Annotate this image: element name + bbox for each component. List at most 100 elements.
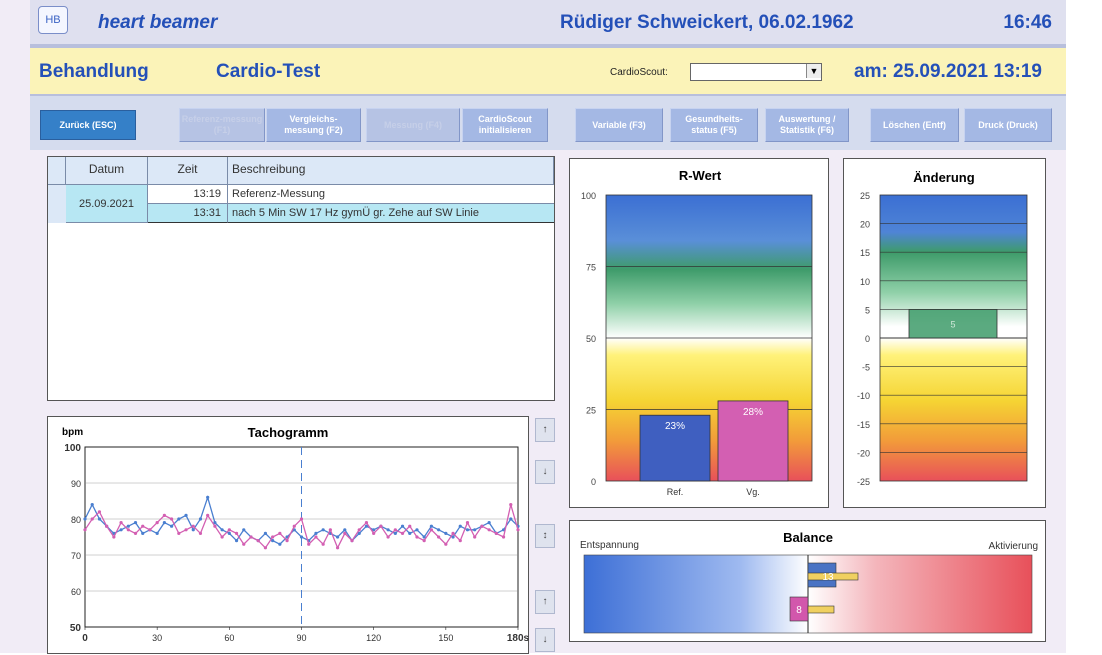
tachogram-data-point bbox=[249, 535, 253, 539]
tachogram-data-point bbox=[242, 528, 246, 532]
tachogram-xtick-label: 0 bbox=[82, 633, 88, 644]
tachogram-data-point bbox=[509, 503, 513, 507]
balance-scroll-up-button[interactable]: ↑ bbox=[535, 590, 555, 614]
tachogram-data-point bbox=[429, 524, 433, 528]
tachogram-data-point bbox=[191, 528, 195, 532]
balance-data-label: 13 bbox=[822, 572, 834, 583]
tachogram-data-point bbox=[299, 517, 304, 521]
column-header-date: Datum bbox=[66, 157, 148, 185]
tachogram-data-point bbox=[213, 524, 217, 528]
evaluation-statistics-button[interactable]: Auswertung / Statistik (F6) bbox=[765, 108, 849, 142]
tachogram-data-point bbox=[133, 521, 138, 525]
r-value-bar bbox=[717, 400, 789, 482]
tachogram-data-point bbox=[400, 524, 405, 528]
balance-companion-bar bbox=[807, 572, 859, 581]
tachogram-xtick-label: 60 bbox=[224, 633, 234, 643]
r-value-data-label: 28% bbox=[743, 407, 763, 418]
toolbar: Zurück (ESC) Referenz-messung (F1) Vergl… bbox=[30, 96, 1066, 150]
tachogram-data-point bbox=[220, 535, 224, 539]
tachogram-data-point bbox=[458, 539, 462, 543]
r-value-data-label: 23% bbox=[665, 421, 685, 432]
section-title: Behandlung bbox=[39, 61, 149, 82]
reference-measurement-button[interactable]: Referenz-messung (F1) bbox=[179, 108, 265, 142]
tachogram-chart: bpm Tachogramm 50 60 70 80 90 100 0 30 60 90 120 15… bbox=[62, 425, 530, 644]
tachogram-data-point bbox=[465, 528, 470, 532]
tachogram-data-point bbox=[516, 528, 520, 532]
change-ytick-label: -5 bbox=[862, 363, 870, 373]
tachogram-data-point bbox=[206, 513, 210, 517]
tachogram-data-point bbox=[162, 521, 166, 525]
chevron-down-icon[interactable]: ▼ bbox=[806, 64, 821, 78]
measurement-button[interactable]: Messung (F4) bbox=[366, 108, 460, 142]
tachogram-data-point bbox=[133, 531, 138, 535]
tachogram-data-point bbox=[278, 542, 282, 546]
comparison-measurement-button[interactable]: Vergleichs- messung (F2) bbox=[266, 108, 361, 142]
tachogram-data-point bbox=[119, 528, 123, 532]
tachogram-data-point bbox=[97, 517, 102, 521]
change-ytick-label: 0 bbox=[865, 334, 870, 344]
tachogram-data-point bbox=[198, 517, 203, 521]
tachogram-data-point bbox=[184, 528, 188, 532]
change-chart: Änderung 25 20 15 10 5 0 -5 -10 -15 -20 -25 5 bbox=[857, 170, 1028, 487]
tachogram-data-point bbox=[83, 528, 87, 532]
tachogram-data-point bbox=[321, 542, 325, 546]
r-value-panel: R-Wert 0 25 50 75 100 23% Ref. 28% Vg. bbox=[569, 158, 829, 508]
tachogram-data-point bbox=[487, 528, 491, 532]
tachogram-data-point bbox=[227, 531, 231, 535]
tachogram-data-point bbox=[141, 531, 145, 535]
delete-button[interactable]: Löschen (Entf) bbox=[870, 108, 959, 142]
scroll-split-button[interactable]: ↕ bbox=[535, 524, 555, 548]
cardioscout-select[interactable]: ▼ bbox=[690, 63, 822, 81]
tachogram-data-point bbox=[335, 546, 340, 550]
balance-title: Balance bbox=[783, 530, 833, 545]
tachogram-data-point bbox=[206, 495, 210, 499]
tachogram-data-point bbox=[90, 503, 94, 507]
balance-right-label: Aktivierung bbox=[989, 541, 1038, 552]
tachogram-plot-area: 50 60 70 80 90 100 0 30 60 90 120 150 180s bbox=[64, 443, 529, 644]
tachogram-data-point bbox=[234, 539, 239, 543]
tachogram-data-point bbox=[437, 535, 441, 539]
row-selector[interactable] bbox=[48, 185, 67, 223]
tachogram-data-point bbox=[271, 535, 275, 539]
tachogram-ytick-label: 100 bbox=[64, 443, 81, 454]
table-cell-description[interactable]: nach 5 Min SW 17 Hz gymÜ gr. Zehe auf SW… bbox=[228, 204, 554, 223]
patient-name: Rüdiger Schweickert, 06.02.1962 bbox=[560, 12, 854, 33]
tachogram-data-point bbox=[494, 531, 498, 535]
scroll-up-button[interactable]: ↑ bbox=[535, 418, 555, 442]
variable-button[interactable]: Variable (F3) bbox=[575, 108, 663, 142]
r-value-ytick-label: 50 bbox=[586, 334, 596, 344]
tachogram-xtick-label: 150 bbox=[438, 633, 453, 643]
app-window: HB heart beamer Rüdiger Schweickert, 06.… bbox=[0, 0, 1066, 654]
table-cell-date[interactable]: 25.09.2021 bbox=[66, 185, 148, 223]
r-value-ytick-label: 0 bbox=[591, 477, 596, 487]
r-value-chart: R-Wert 0 25 50 75 100 23% Ref. 28% Vg. bbox=[581, 168, 813, 497]
tachogram-data-point bbox=[97, 510, 102, 514]
tachogram-data-point bbox=[415, 528, 419, 532]
tachogram-data-point bbox=[155, 531, 159, 535]
tachogram-data-point bbox=[191, 524, 195, 528]
tachogram-ytick-label: 50 bbox=[70, 623, 82, 634]
back-button[interactable]: Zurück (ESC) bbox=[40, 110, 136, 140]
change-title: Änderung bbox=[913, 170, 974, 185]
r-value-ytick-label: 25 bbox=[586, 406, 596, 416]
table-cell-time[interactable]: 13:31 bbox=[148, 204, 228, 223]
tachogram-data-point bbox=[170, 524, 174, 528]
tachogram-data-point bbox=[364, 521, 369, 525]
tachogram-data-point bbox=[458, 524, 462, 528]
tachogram-data-point bbox=[177, 531, 181, 535]
tachogram-data-point bbox=[263, 531, 268, 535]
tachogram-data-point bbox=[307, 542, 311, 546]
balance-scroll-down-button[interactable]: ↓ bbox=[535, 628, 555, 652]
print-button[interactable]: Druck (Druck) bbox=[964, 108, 1052, 142]
health-status-button[interactable]: Gesundheits- status (F5) bbox=[670, 108, 758, 142]
cardioscout-init-button[interactable]: CardioScout initialisieren bbox=[462, 108, 548, 142]
row-selector-header bbox=[48, 157, 66, 185]
tachogram-data-point bbox=[278, 531, 282, 535]
tachogram-data-point bbox=[350, 539, 354, 543]
table-cell-description[interactable]: Referenz-Messung bbox=[228, 185, 554, 204]
tachogram-data-point bbox=[213, 521, 217, 525]
heartbeamer-logo: HB bbox=[38, 6, 68, 34]
table-cell-time[interactable]: 13:19 bbox=[148, 185, 228, 204]
tachogram-data-point bbox=[444, 531, 448, 535]
scroll-down-button[interactable]: ↓ bbox=[535, 460, 555, 484]
